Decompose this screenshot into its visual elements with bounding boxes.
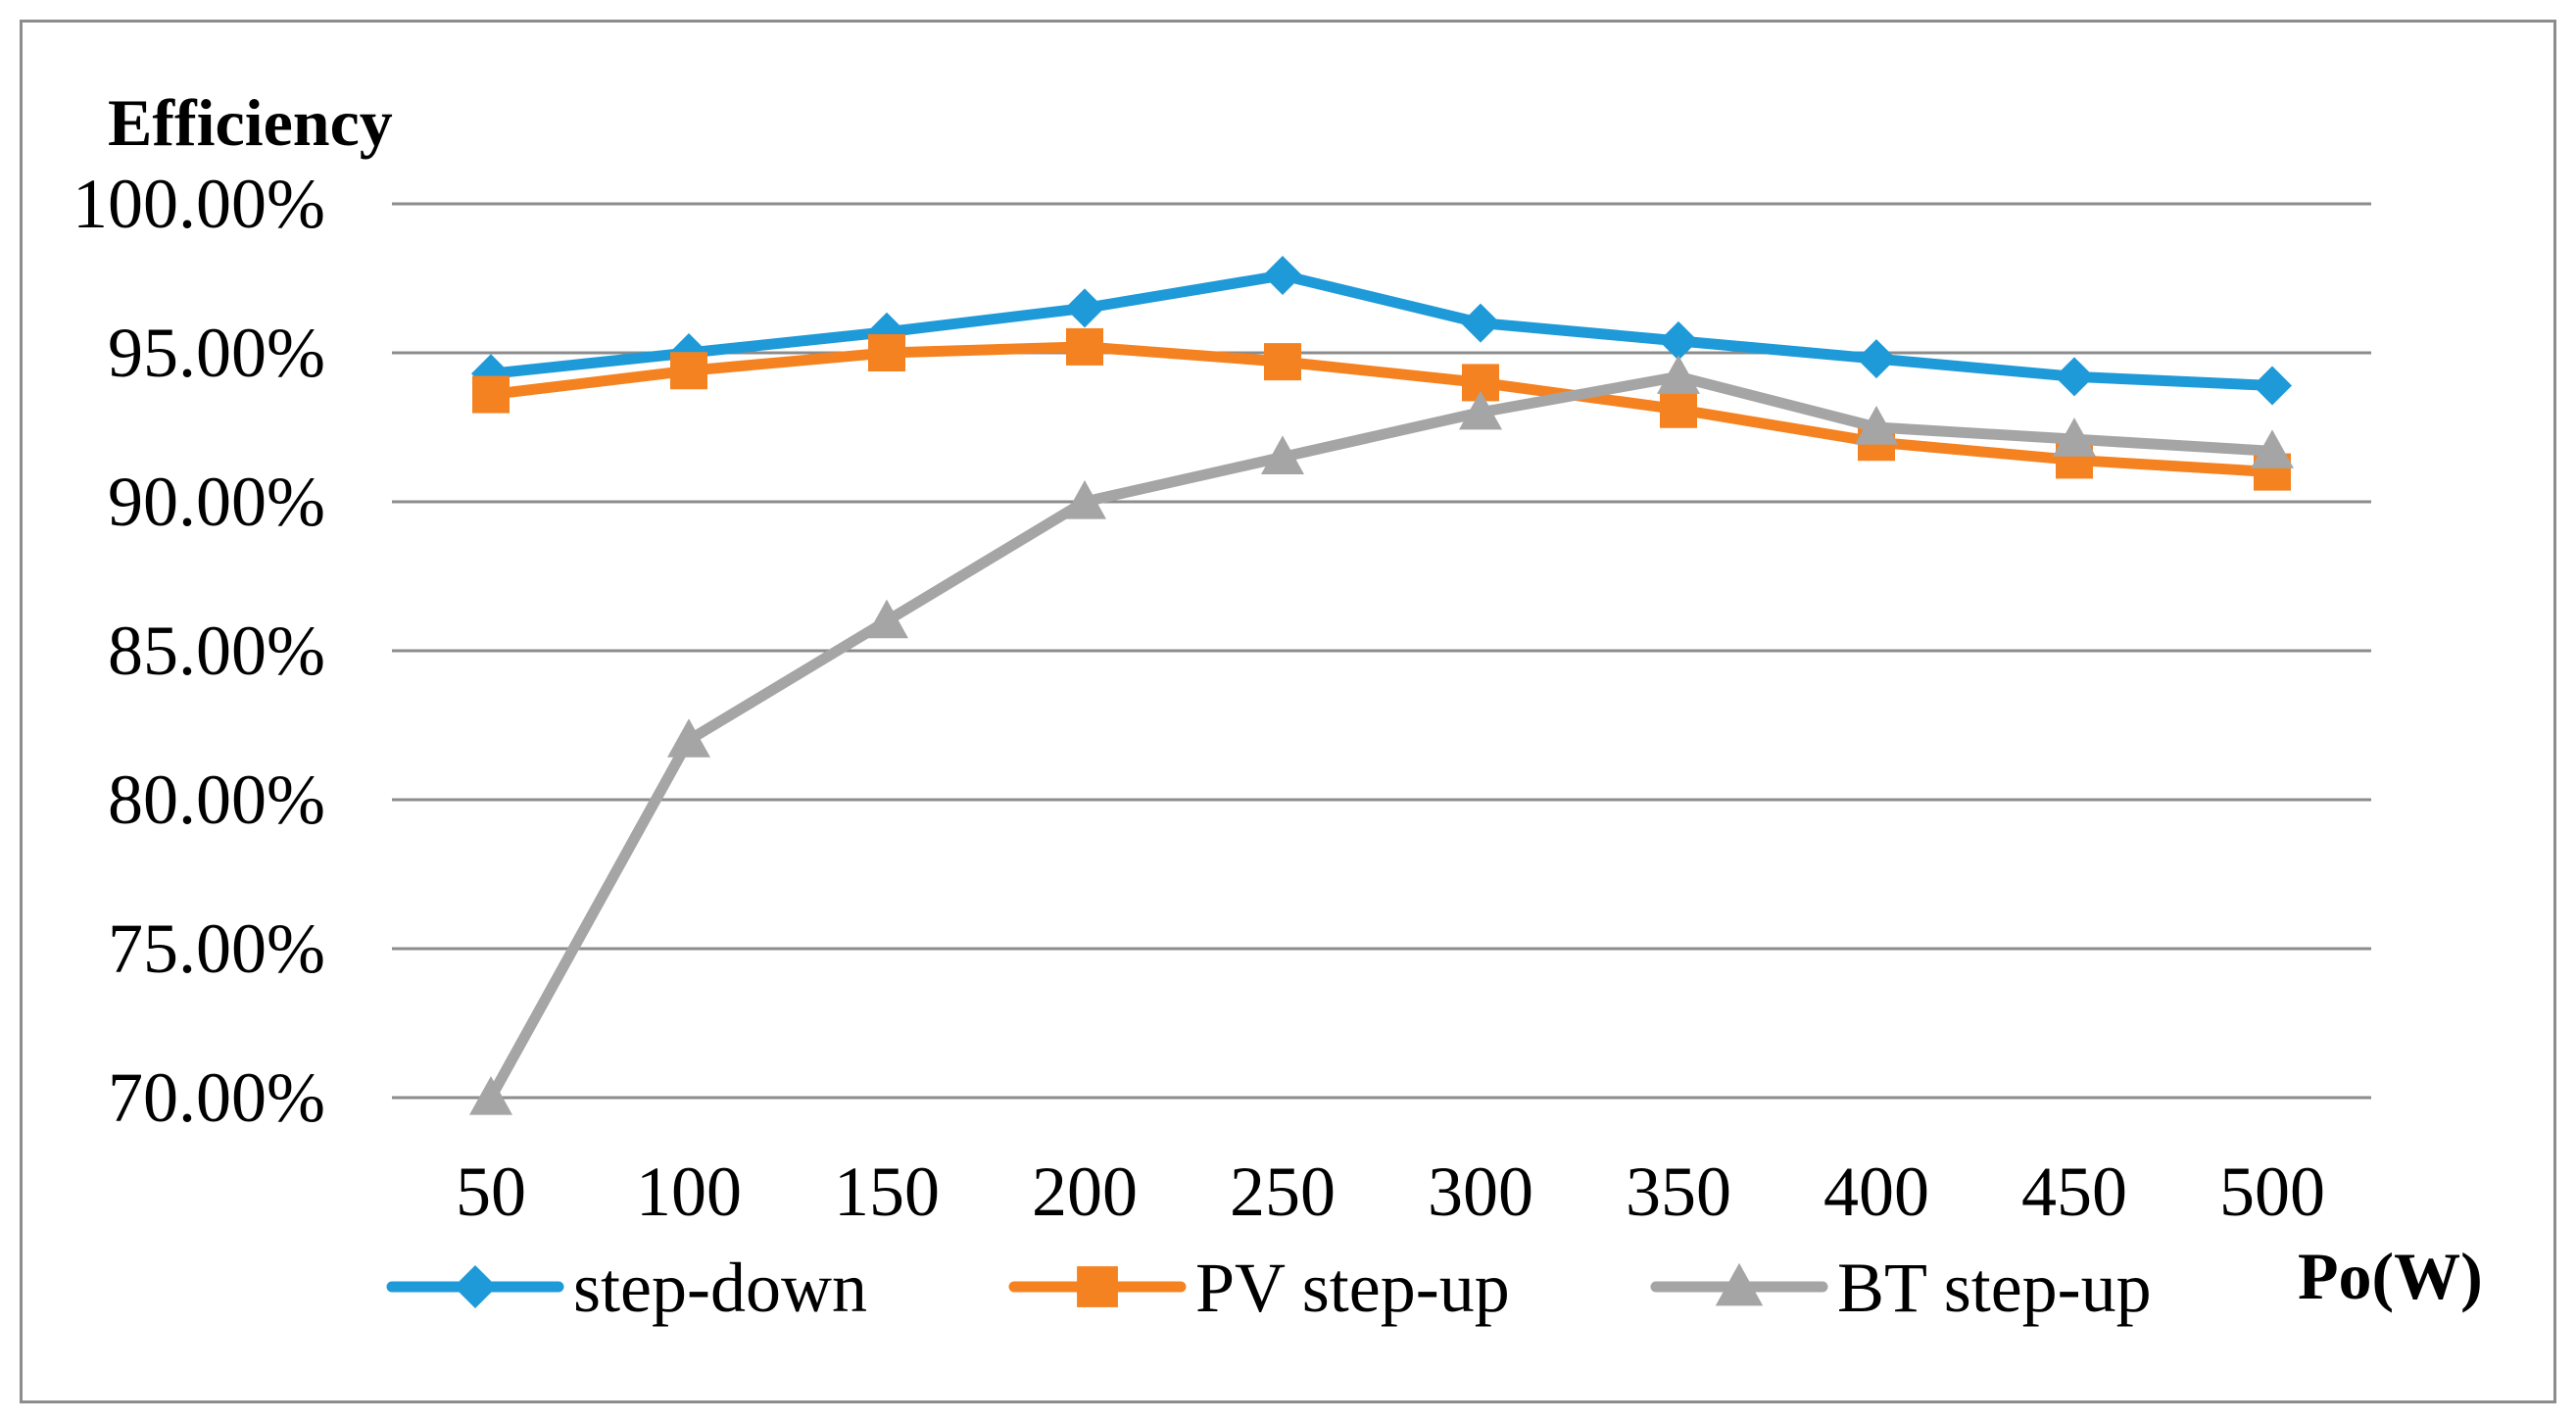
x-tick-label: 50 [456, 1153, 526, 1231]
data-point [2253, 366, 2292, 406]
legend-marker [1715, 1262, 1764, 1306]
data-point [670, 352, 707, 390]
data-point [1660, 390, 1697, 428]
data-point [1066, 327, 1103, 366]
series-line [485, 370, 2278, 1104]
x-axis-title: Po(W) [2298, 1239, 2483, 1313]
data-point [868, 334, 905, 371]
data-point [1461, 303, 1500, 343]
data-point [1459, 390, 1502, 430]
legend-label: step-down [573, 1249, 867, 1327]
series-pv-step-up [472, 327, 2291, 491]
x-tick-label: 500 [2219, 1153, 2325, 1231]
legend-marker [1077, 1266, 1118, 1307]
y-axis-title: Efficiency [108, 85, 393, 160]
y-tick-label: 90.00% [108, 463, 325, 541]
data-point [1261, 435, 1304, 474]
data-point [667, 718, 710, 758]
legend: step-down PV step-up BT step-up [386, 1249, 2152, 1327]
data-point [1857, 339, 1896, 379]
data-point [472, 375, 510, 414]
data-point [2055, 357, 2094, 397]
series-bt-step-up [469, 355, 2294, 1115]
legend-label: PV step-up [1195, 1249, 1510, 1327]
data-point [1263, 255, 1302, 295]
series-line [485, 270, 2278, 391]
x-tick-label: 350 [1626, 1153, 1731, 1231]
data-point [2251, 429, 2294, 468]
data-series [469, 255, 2294, 1115]
chart-frame [20, 20, 2556, 1403]
legend-marker [454, 1265, 497, 1308]
x-tick-label: 300 [1428, 1153, 1533, 1231]
x-axis-ticks: 50 100 150 200 250 300 350 400 450 500 [456, 1153, 2325, 1231]
x-tick-label: 150 [834, 1153, 940, 1231]
data-point [2053, 417, 2096, 457]
data-point [469, 1076, 512, 1115]
y-tick-label: 80.00% [108, 761, 325, 839]
legend-item-pv-step-up: PV step-up [1008, 1249, 1510, 1327]
data-point [1063, 480, 1106, 519]
x-tick-label: 100 [636, 1153, 742, 1231]
data-point [1264, 343, 1301, 381]
series-step-down [471, 255, 2292, 406]
data-point [1659, 320, 1698, 361]
x-tick-label: 250 [1230, 1153, 1336, 1231]
x-tick-label: 400 [1823, 1153, 1929, 1231]
data-point [1657, 355, 1700, 394]
legend-item-step-down: step-down [386, 1249, 867, 1327]
y-tick-label: 70.00% [108, 1058, 325, 1137]
x-tick-label: 200 [1032, 1153, 1138, 1231]
y-tick-label: 85.00% [108, 612, 325, 690]
y-axis-ticks: 100.00% 95.00% 90.00% 85.00% 80.00% 75.00% 70.… [73, 165, 325, 1137]
x-tick-label: 450 [2021, 1153, 2127, 1231]
y-tick-label: 100.00% [73, 165, 325, 243]
data-point [1855, 406, 1898, 445]
legend-item-bt-step-up: BT step-up [1650, 1249, 2152, 1327]
y-tick-label: 95.00% [108, 314, 325, 392]
series-line [485, 341, 2278, 478]
data-point [865, 599, 908, 639]
data-point [1065, 288, 1104, 328]
legend-label: BT step-up [1837, 1249, 2152, 1327]
y-tick-label: 75.00% [108, 909, 325, 988]
